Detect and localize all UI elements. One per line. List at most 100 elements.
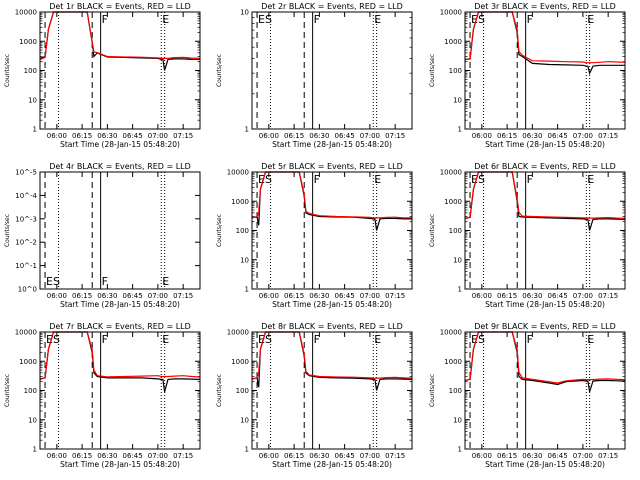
plot-frame: [39, 11, 201, 130]
panel-det-9r: Det 9r BLACK = Events, RED = LLD Counts/s…: [429, 322, 626, 469]
y-tick-label: 10: [28, 416, 37, 424]
panel-title: Det 1r BLACK = Events, RED = LLD: [49, 2, 191, 11]
marker-label: E: [162, 275, 169, 288]
x-tick-label: 07:00: [360, 132, 380, 140]
x-axis-label: Start Time (28-Jan-15 05:48:20): [485, 140, 605, 149]
x-tick-label: 06:45: [123, 132, 143, 140]
x-tick-label: 06:30: [97, 292, 117, 300]
y-axis-label: Counts/sec: [429, 374, 436, 407]
panel-title: Det 6r BLACK = Events, RED = LLD: [474, 162, 616, 171]
y-tick-label: 10000: [440, 9, 462, 17]
y-tick-label: 10000: [15, 9, 37, 17]
y-tick-label: 100: [449, 387, 462, 395]
marker-label: ES: [258, 173, 272, 186]
marker-label: E: [374, 173, 381, 186]
y-tick-label: 100: [449, 67, 462, 75]
y-tick-label: 10000: [15, 329, 37, 337]
x-tick-label: 06:15: [284, 452, 304, 460]
y-tick-label: 10: [240, 256, 249, 264]
panel-title: Det 7r BLACK = Events, RED = LLD: [49, 322, 191, 331]
y-tick-label: 1000: [444, 198, 462, 206]
panel-det-6r: Det 6r BLACK = Events, RED = LLD Counts/s…: [429, 162, 626, 309]
x-tick-label: 06:30: [97, 132, 117, 140]
marker-label: E: [587, 13, 594, 26]
marker-label: ES: [258, 13, 272, 26]
y-axis-label: Counts/sec: [429, 54, 436, 87]
panel-title: Det 4r BLACK = Events, RED = LLD: [49, 162, 191, 171]
x-axis-label: Start Time (28-Jan-15 05:48:20): [60, 140, 180, 149]
x-tick-label: 06:30: [522, 292, 542, 300]
x-tick-label: 07:15: [173, 452, 193, 460]
x-tick-label: 07:00: [360, 292, 380, 300]
y-tick-label: 10^-5: [15, 169, 37, 177]
x-tick-label: 06:15: [284, 292, 304, 300]
marker-label: E: [587, 333, 594, 346]
y-tick-label: 1000: [444, 38, 462, 46]
x-tick-label: 06:30: [522, 132, 542, 140]
x-axis-label: Start Time (28-Jan-15 05:48:20): [485, 460, 605, 469]
marker-label: ES: [258, 333, 272, 346]
y-tick-label: 1: [458, 446, 462, 454]
plot-frame: [251, 11, 413, 130]
marker-label: F: [527, 13, 533, 26]
x-tick-label: 06:45: [335, 292, 355, 300]
y-tick-label: 1000: [231, 198, 249, 206]
x-tick-label: 07:00: [148, 292, 168, 300]
y-tick-label: 1: [458, 126, 462, 134]
y-tick-label: 1: [245, 126, 249, 134]
panel-title: Det 3r BLACK = Events, RED = LLD: [474, 2, 616, 11]
x-tick-label: 07:00: [573, 292, 593, 300]
y-tick-label: 10^-1: [15, 262, 37, 270]
y-tick-label: 10: [28, 96, 37, 104]
plot-frame: [464, 171, 626, 290]
marker-label: F: [314, 13, 320, 26]
y-tick-label: 100: [449, 227, 462, 235]
y-tick-label: 10: [240, 9, 249, 17]
panel-title: Det 9r BLACK = Events, RED = LLD: [474, 322, 616, 331]
y-tick-label: 10: [453, 96, 462, 104]
panel-det-4r: Det 4r BLACK = Events, RED = LLD Counts/s…: [4, 162, 201, 309]
y-axis-label: Counts/sec: [216, 214, 223, 247]
x-tick-label: 07:15: [385, 132, 405, 140]
y-tick-label: 1000: [19, 358, 37, 366]
y-tick-label: 1: [33, 126, 37, 134]
marker-label: ES: [471, 333, 485, 346]
x-tick-label: 06:00: [472, 292, 492, 300]
x-tick-label: 06:00: [47, 452, 67, 460]
y-tick-label: 10^-3: [15, 215, 37, 223]
panel-det-2r: Det 2r BLACK = Events, RED = LLD Counts/s…: [216, 2, 413, 149]
x-tick-label: 06:15: [284, 132, 304, 140]
x-tick-label: 07:15: [598, 292, 618, 300]
marker-label: E: [162, 333, 169, 346]
x-tick-label: 06:30: [309, 452, 329, 460]
x-tick-label: 07:00: [573, 132, 593, 140]
x-tick-label: 07:00: [148, 132, 168, 140]
plot-frame: [251, 171, 413, 290]
y-tick-label: 1: [33, 446, 37, 454]
y-tick-label: 10^-4: [15, 192, 37, 200]
x-tick-label: 07:15: [598, 452, 618, 460]
marker-label: F: [102, 333, 108, 346]
x-tick-label: 06:00: [259, 452, 279, 460]
x-tick-label: 07:15: [385, 452, 405, 460]
y-tick-label: 1000: [19, 38, 37, 46]
x-tick-label: 06:00: [472, 452, 492, 460]
x-tick-label: 06:00: [472, 132, 492, 140]
x-axis-label: Start Time (28-Jan-15 05:48:20): [60, 300, 180, 309]
x-tick-label: 06:45: [548, 292, 568, 300]
plot-frame: [464, 11, 626, 130]
x-tick-label: 06:30: [309, 292, 329, 300]
y-tick-label: 10000: [440, 169, 462, 177]
y-tick-label: 1000: [231, 358, 249, 366]
y-axis-label: Counts/sec: [216, 54, 223, 87]
marker-label: E: [162, 13, 169, 26]
x-tick-label: 07:15: [173, 292, 193, 300]
x-axis-label: Start Time (28-Jan-15 05:48:20): [272, 140, 392, 149]
x-tick-label: 06:15: [72, 292, 92, 300]
x-axis-label: Start Time (28-Jan-15 05:48:20): [272, 460, 392, 469]
x-tick-label: 06:45: [123, 452, 143, 460]
y-axis-label: Counts/sec: [429, 214, 436, 247]
y-tick-label: 10: [453, 416, 462, 424]
y-tick-label: 1: [245, 446, 249, 454]
